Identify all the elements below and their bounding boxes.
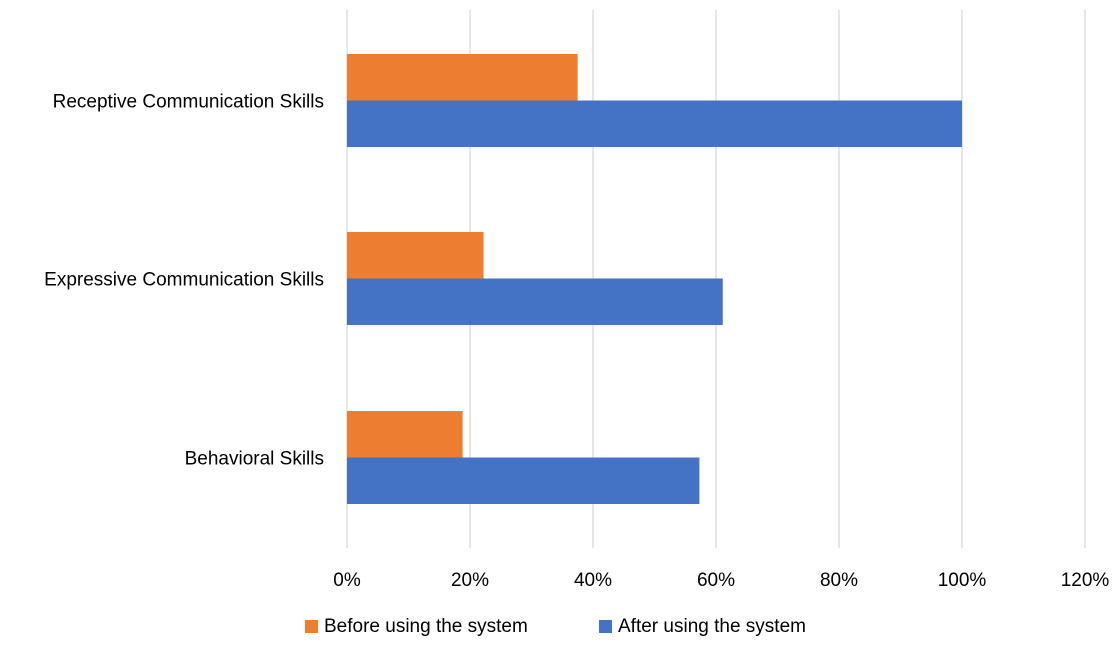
bar-before — [347, 411, 463, 458]
x-tick-label: 40% — [574, 570, 612, 591]
bar-after — [347, 100, 962, 147]
bar-before — [347, 54, 578, 101]
legend-label: After using the system — [618, 616, 806, 637]
x-tick-label: 80% — [820, 570, 858, 591]
bar-before — [347, 232, 484, 279]
category-label: Expressive Communication Skills — [44, 270, 324, 291]
x-tick-label: 100% — [938, 570, 987, 591]
category-label: Behavioral Skills — [185, 449, 324, 470]
value-axis-labels: 0% 20% 40% 60% 80% 100% 120% — [333, 570, 1109, 591]
legend-label: Before using the system — [324, 616, 528, 637]
legend: Before using the system After using the s… — [305, 616, 806, 637]
x-tick-label: 60% — [697, 570, 735, 591]
legend-swatch — [305, 620, 318, 633]
bars — [347, 54, 962, 504]
x-tick-label: 0% — [333, 570, 361, 591]
category-label: Receptive Communication Skills — [53, 92, 324, 113]
bar-after — [347, 278, 723, 325]
bar-after — [347, 457, 700, 504]
x-tick-label: 20% — [451, 570, 489, 591]
category-axis-labels: Receptive Communication Skills Expressive… — [44, 92, 324, 470]
x-tick-label: 120% — [1061, 570, 1110, 591]
legend-swatch — [599, 620, 612, 633]
